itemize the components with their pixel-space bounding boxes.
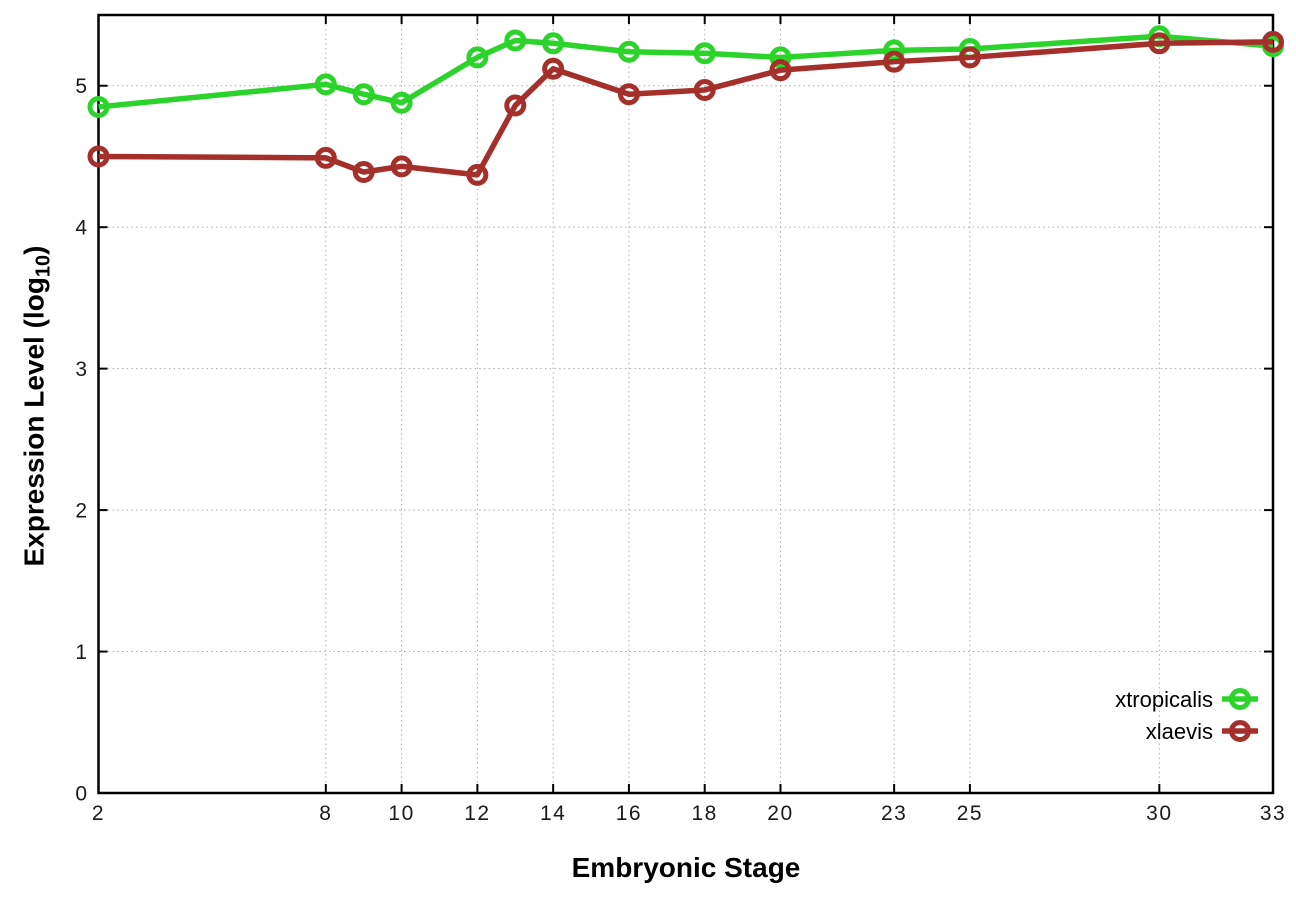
legend-label-xlaevis: xlaevis <box>1146 719 1213 744</box>
data-point-xtropicalis <box>466 46 489 69</box>
data-point-xtropicalis <box>542 32 565 55</box>
data-point-xlaevis <box>352 161 375 184</box>
data-point-xtropicalis <box>314 73 337 96</box>
y-tick-label: 5 <box>75 75 88 98</box>
data-point-xlaevis <box>504 94 527 117</box>
data-point-xtropicalis <box>617 40 640 63</box>
x-tick-label: 25 <box>957 802 983 825</box>
plot-border <box>97 13 1275 795</box>
y-tick-label: 0 <box>75 783 88 806</box>
data-point-xlaevis <box>693 78 716 101</box>
data-point-xlaevis <box>87 145 110 168</box>
x-tick-label: 2 <box>92 802 105 825</box>
x-tick-label: 12 <box>464 802 490 825</box>
data-point-xlaevis <box>314 146 337 169</box>
y-tick-label: 3 <box>75 358 88 381</box>
y-axis-title: Expression Level (log10) <box>19 246 56 567</box>
x-tick-label: 10 <box>388 802 414 825</box>
legend-marker-xtropicalis <box>1229 688 1251 710</box>
x-tick-label: 30 <box>1146 802 1172 825</box>
data-point-xlaevis <box>542 57 565 80</box>
data-point-xlaevis <box>958 46 981 69</box>
data-point-xtropicalis <box>390 91 413 114</box>
series-line-xlaevis <box>98 39 1274 178</box>
data-point-xlaevis <box>1148 32 1171 55</box>
data-point-xtropicalis <box>883 39 906 62</box>
x-tick-label: 18 <box>692 802 718 825</box>
y-tick-label: 1 <box>75 641 88 664</box>
data-point-xlaevis <box>769 59 792 82</box>
data-point-xtropicalis <box>769 46 792 69</box>
y-axis-title-subscript: 10 <box>32 254 55 278</box>
data-point-xtropicalis <box>87 95 110 118</box>
x-tick-label: 23 <box>881 802 907 825</box>
data-point-xlaevis <box>390 155 413 178</box>
data-point-xtropicalis <box>352 83 375 106</box>
data-point-xlaevis <box>1262 30 1284 53</box>
x-tick-label: 33 <box>1260 802 1286 825</box>
data-point-xlaevis <box>466 163 489 186</box>
legend-label-xtropicalis: xtropicalis <box>1115 687 1213 712</box>
y-tick-label: 2 <box>75 500 88 523</box>
y-axis-title-suffix: ) <box>18 245 50 255</box>
data-point-xlaevis <box>883 50 906 73</box>
data-point-xlaevis <box>617 83 640 106</box>
y-tick-label: 4 <box>75 217 88 240</box>
data-point-xtropicalis <box>693 42 716 65</box>
y-axis-title-text: Expression Level (log <box>18 277 50 567</box>
x-tick-label: 14 <box>540 802 566 825</box>
x-tick-label: 16 <box>616 802 642 825</box>
x-axis-title: Embryonic Stage <box>571 852 801 883</box>
data-point-xtropicalis <box>504 29 527 52</box>
x-tick-label: 20 <box>767 802 793 825</box>
x-tick-label: 8 <box>319 802 332 825</box>
legend-marker-xlaevis <box>1229 720 1251 742</box>
